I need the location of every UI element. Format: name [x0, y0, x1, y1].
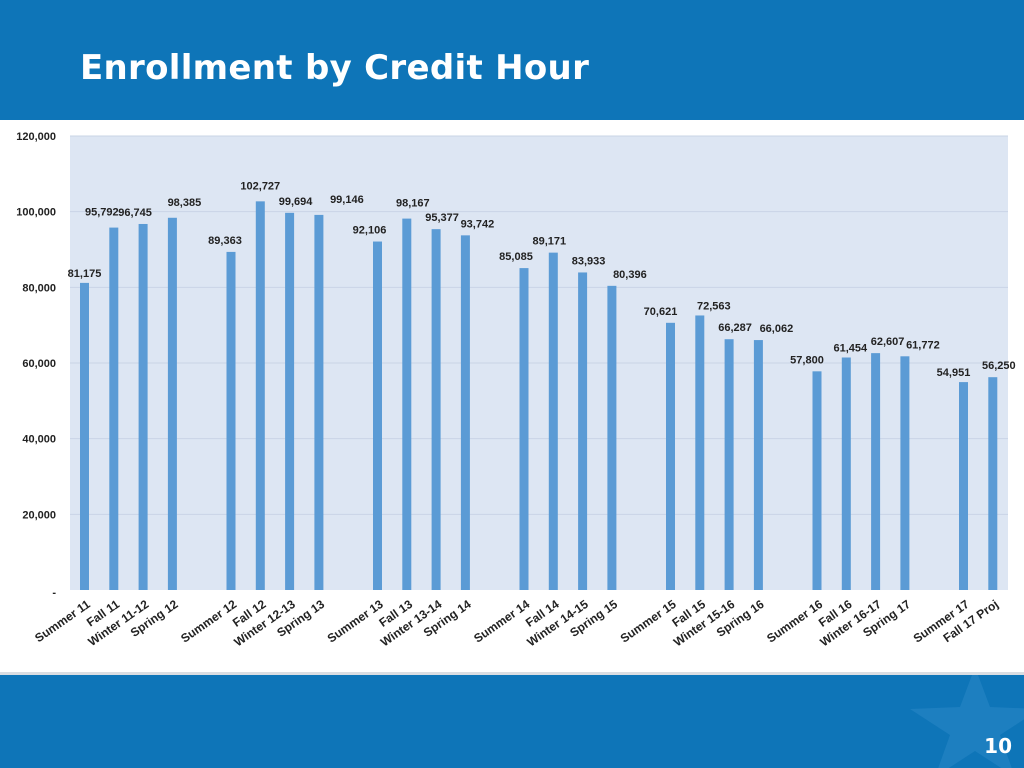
data-label: 89,171 — [532, 236, 566, 248]
data-label: 98,385 — [168, 197, 202, 209]
bar — [255, 201, 265, 590]
y-tick-label: 120,000 — [16, 131, 56, 143]
data-label: 62,607 — [871, 336, 905, 348]
bar — [607, 285, 617, 590]
y-tick-label: - — [52, 587, 56, 599]
bar — [80, 282, 89, 590]
category-label: Summer 11 — [32, 597, 93, 645]
slide-footer: 10 — [0, 672, 1024, 768]
page-number: 10 — [984, 734, 1012, 758]
bar — [519, 268, 529, 590]
category-label: Summer 14 — [471, 597, 532, 646]
bar — [812, 371, 822, 590]
category-label: Summer 12 — [178, 597, 239, 646]
data-label: 70,621 — [644, 306, 678, 318]
data-label: 54,951 — [937, 367, 971, 379]
y-tick-label: 20,000 — [22, 509, 56, 521]
y-tick-label: 60,000 — [22, 358, 56, 370]
y-tick-label: 40,000 — [22, 434, 56, 446]
data-label: 96,745 — [118, 207, 152, 219]
category-label: Summer 13 — [325, 597, 386, 646]
data-label: 66,287 — [718, 322, 752, 334]
data-label: 83,933 — [572, 255, 606, 267]
y-tick-label: 100,000 — [16, 207, 56, 219]
y-tick-label: 80,000 — [22, 282, 56, 294]
data-label: 66,062 — [760, 323, 794, 335]
bar — [900, 356, 910, 590]
data-label: 102,727 — [240, 180, 280, 192]
bar — [431, 229, 441, 590]
bar — [578, 272, 588, 590]
data-label: 89,363 — [208, 235, 242, 247]
bar — [460, 235, 470, 590]
data-label: 92,106 — [353, 225, 387, 237]
bar — [753, 340, 763, 590]
data-label: 98,167 — [396, 198, 430, 210]
bar — [314, 214, 324, 590]
slide-title: Enrollment by Credit Hour — [80, 48, 590, 88]
bar — [871, 353, 881, 590]
bar — [548, 252, 558, 590]
bar — [167, 217, 177, 591]
bar — [959, 382, 968, 590]
bar — [666, 322, 675, 590]
category-label: Summer 15 — [618, 597, 679, 646]
enrollment-bar-chart: - 20,000 40,000 60,000 80,000 100,000 120,000 8… — [16, 131, 1016, 649]
data-label: 61,772 — [906, 339, 940, 351]
bar — [724, 339, 734, 590]
star-logo-icon — [910, 675, 1024, 768]
bar — [285, 212, 295, 590]
data-label: 93,742 — [461, 218, 495, 230]
data-label: 72,563 — [697, 300, 731, 312]
bar — [841, 357, 851, 590]
bar — [402, 218, 412, 591]
data-label: 81,175 — [68, 268, 102, 280]
bar — [373, 241, 382, 591]
slide-header: Enrollment by Credit Hour — [0, 0, 1024, 120]
data-label: 61,454 — [833, 342, 868, 354]
data-label: 85,085 — [499, 251, 533, 263]
data-label: 56,250 — [982, 360, 1016, 372]
data-label: 95,377 — [425, 212, 459, 224]
bar — [226, 251, 236, 591]
data-label: 80,396 — [613, 269, 647, 281]
bar — [138, 223, 148, 590]
bar — [695, 315, 705, 590]
data-label: 99,146 — [330, 194, 364, 206]
bar — [988, 377, 998, 590]
bar — [109, 227, 119, 590]
category-label: Summer 16 — [764, 597, 825, 646]
data-label: 99,694 — [279, 196, 314, 208]
data-label: 95,792 — [85, 207, 119, 219]
data-label: 57,800 — [790, 354, 824, 366]
chart-area: - 20,000 40,000 60,000 80,000 100,000 120,000 8… — [0, 120, 1024, 672]
